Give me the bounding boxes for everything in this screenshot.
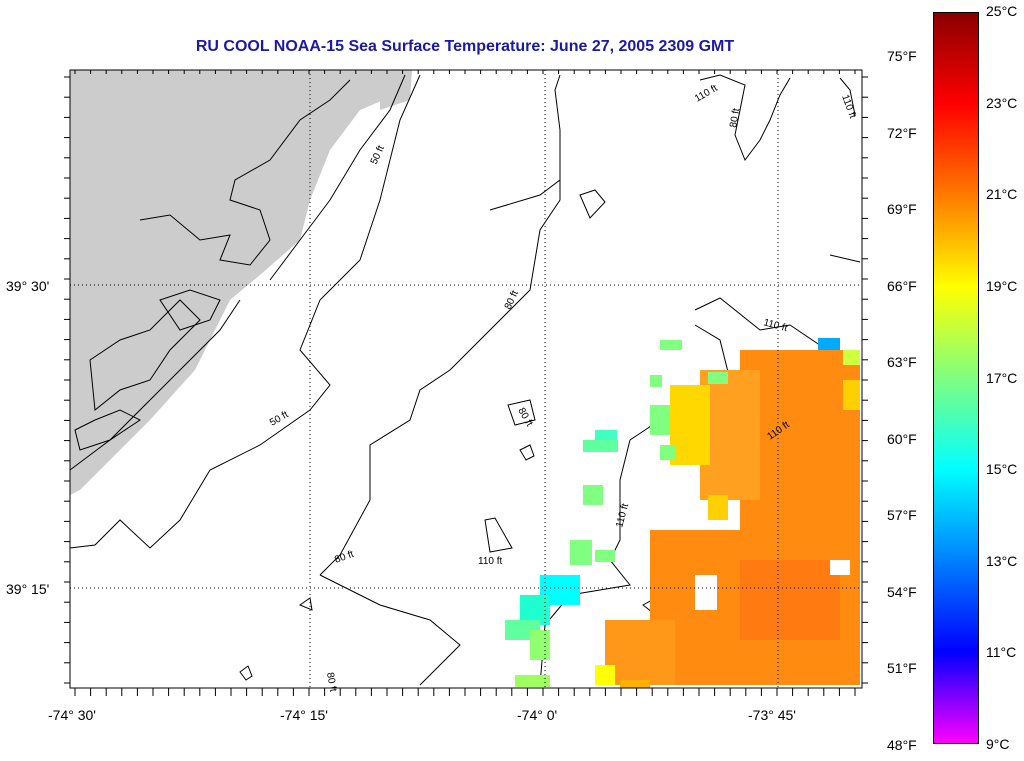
frame-ticks [64, 70, 868, 696]
fahrenheit-label: 63°F [887, 354, 917, 370]
fahrenheit-label: 60°F [887, 430, 917, 447]
x-tick-label: -74° 0' [517, 707, 557, 723]
map-title: RU COOL NOAA-15 Sea Surface Temperature:… [195, 38, 735, 55]
celsius-label: 25°C [986, 3, 1018, 19]
celsius-label: 19°C [986, 277, 1018, 294]
x-tick-label: -74° 15' [280, 707, 328, 723]
fahrenheit-label: 57°F [887, 507, 917, 523]
contour-label: 110 ft [478, 556, 502, 567]
fahrenheit-label: 69°F [887, 201, 917, 217]
y-tick-label: 39° 30' [6, 278, 49, 294]
y-tick-label: 39° 15' [6, 581, 49, 597]
temperature-colorbar [933, 12, 979, 744]
celsius-label: 17°C [986, 369, 1018, 386]
contour-label: 80 ft [728, 107, 742, 128]
contour-label: 110 ft [762, 317, 789, 334]
x-tick-label: -74° 30' [48, 707, 96, 723]
contour-label: 80 ft [324, 672, 338, 693]
markers [239, 597, 653, 681]
celsius-label: 21°C [986, 186, 1018, 203]
contour-label: 110 ft [839, 93, 858, 120]
land-area-2 [380, 70, 412, 110]
celsius-label: 23°C [986, 94, 1018, 111]
celsius-label: 11°C [986, 644, 1017, 661]
celsius-label: 15°C [986, 461, 1018, 478]
x-tick-label: -73° 45' [748, 707, 796, 723]
contour-label: 80 ft [503, 289, 521, 311]
fahrenheit-label: 51°F [887, 660, 917, 676]
land-area [70, 70, 400, 495]
celsius-label: 9°C [986, 736, 1010, 752]
graticule [70, 70, 862, 688]
contour-label: 80 ft [333, 549, 355, 566]
contour-label: 110 ft [614, 502, 631, 529]
sst-data-pixels [505, 338, 860, 688]
coastline [69, 74, 406, 471]
celsius-label: 13°C [986, 552, 1018, 569]
map-frame [69, 69, 863, 689]
sst-map: 50 ft 50 ft 80 ft 80 ft 80 ft 80 ft 80 f… [6, 69, 868, 723]
contour-label: 50 ft [369, 144, 387, 166]
fahrenheit-label: 72°F [887, 124, 917, 141]
fahrenheit-label: 54°F [887, 583, 917, 600]
fahrenheit-label: 66°F [887, 277, 917, 294]
fahrenheit-label: 75°F [887, 48, 917, 64]
contour-label: 110 ft [693, 83, 720, 105]
fahrenheit-label: 48°F [887, 736, 917, 753]
